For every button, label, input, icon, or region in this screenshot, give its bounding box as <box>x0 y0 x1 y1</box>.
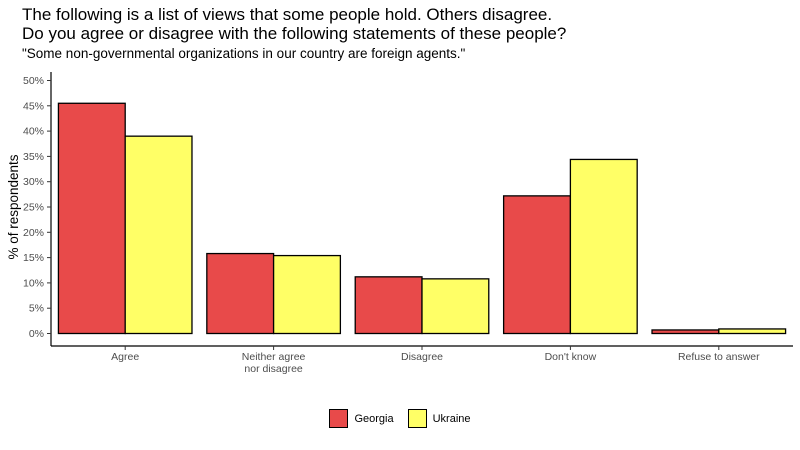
bar-ukraine <box>421 278 490 335</box>
y-tick-label: 45% <box>23 100 44 112</box>
bar-georgia <box>354 276 423 335</box>
bar-ukraine <box>718 328 787 335</box>
x-tick-label: Disagree <box>401 351 443 363</box>
legend-swatch-ukraine <box>407 409 427 428</box>
bar-ukraine <box>272 254 342 335</box>
legend: Georgia Ukraine <box>0 409 800 428</box>
bar-georgia <box>206 252 275 335</box>
bar-georgia <box>57 102 126 335</box>
y-tick-label: 0% <box>29 328 44 340</box>
chart-title-line-2: Do you agree or disagree with the follow… <box>22 24 567 43</box>
bar-ukraine <box>569 158 638 335</box>
chart-title-line-1: The following is a list of views that so… <box>22 5 553 24</box>
legend-item-georgia: Georgia <box>329 409 394 428</box>
chart-subtitle: "Some non-governmental organizations in … <box>22 46 466 61</box>
bar-georgia <box>502 195 572 335</box>
y-tick-label: 20% <box>23 227 44 239</box>
y-tick-label: 15% <box>23 252 44 264</box>
bar-ukraine <box>124 135 193 335</box>
y-tick-label: 50% <box>23 75 44 87</box>
y-tick-label: 10% <box>23 277 44 289</box>
x-tick-label: Agree <box>111 351 139 363</box>
legend-swatch-georgia <box>329 409 349 428</box>
x-tick-label: Don't know <box>545 351 597 363</box>
y-tick-label: 25% <box>23 202 44 214</box>
y-tick-label: 5% <box>29 303 44 315</box>
y-tick-label: 40% <box>23 126 44 138</box>
legend-item-ukraine: Ukraine <box>407 409 471 428</box>
legend-label-georgia: Georgia <box>354 412 394 425</box>
x-tick-label: Neither agree nor disagree <box>242 351 306 375</box>
y-tick-label: 35% <box>23 151 44 163</box>
bar-georgia <box>651 329 720 335</box>
y-tick-label: 30% <box>23 176 44 188</box>
x-tick-label: Refuse to answer <box>678 351 760 363</box>
y-axis-title: % of respondents <box>6 154 21 259</box>
legend-label-ukraine: Ukraine <box>432 412 471 425</box>
bar-chart: 0% 5% 10% 15% 20% 25% 30% 35% 40% 45% 50% % of resp… <box>6 72 793 375</box>
chart-title: The following is a list of views that so… <box>22 5 792 43</box>
